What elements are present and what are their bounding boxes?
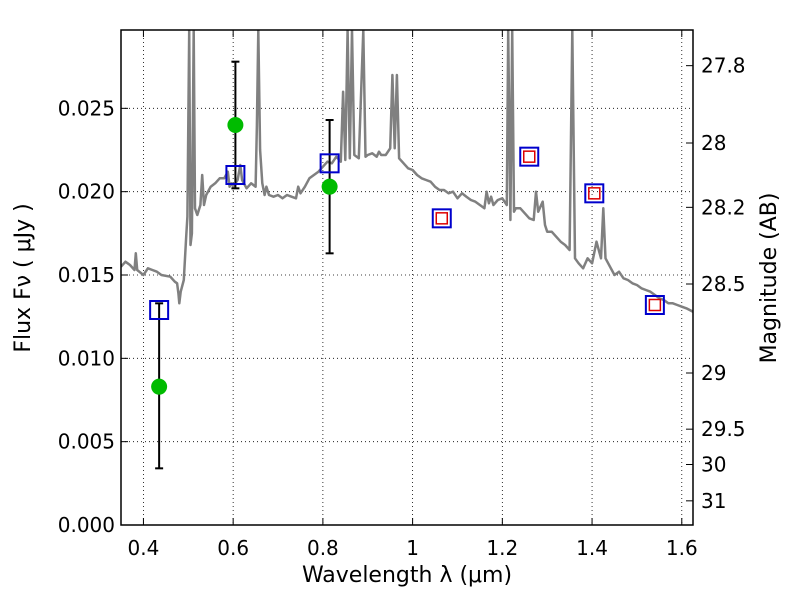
y-tick-label: 0.010 <box>58 346 115 370</box>
model-square-blue <box>431 208 452 229</box>
mag-tick-label: 28.2 <box>701 195 746 219</box>
y-tick-label: 0.020 <box>58 180 115 204</box>
x-tick-label: 1.4 <box>576 536 608 560</box>
y-tick-label: 0.005 <box>58 430 115 454</box>
x-tick-label: 0.8 <box>307 536 339 560</box>
y-axis-label: Flux Fν ( μJy ) <box>11 203 36 352</box>
model-square-red <box>435 212 449 225</box>
x-tick-label: 0.6 <box>217 536 249 560</box>
spectrum-line <box>121 30 693 313</box>
observed-flux-point <box>227 117 244 133</box>
model-square-blue <box>149 300 170 320</box>
y-tick-label: 0.025 <box>58 96 115 120</box>
observed-flux-point <box>321 178 338 195</box>
mag-tick-label: 27.8 <box>701 54 746 78</box>
plot-frame <box>120 29 694 526</box>
x-tick-label: 1.2 <box>486 536 518 560</box>
plot-background <box>121 30 693 525</box>
mag-tick-label: 30 <box>701 453 726 477</box>
model-square-blue <box>644 295 665 315</box>
mag-tick-label: 28 <box>701 131 726 155</box>
x-axis-label: Wavelength λ (μm) <box>302 563 512 588</box>
model-square-red <box>523 150 536 163</box>
x-tick-label: 0.4 <box>128 536 160 560</box>
x-tick-label: 1.6 <box>666 536 698 560</box>
model-square-blue <box>319 153 340 174</box>
mag-tick-label: 29 <box>701 361 726 385</box>
y-tick-label: 0.015 <box>58 263 115 287</box>
y-tick-label: 0.000 <box>58 513 115 537</box>
model-square-blue <box>584 183 605 204</box>
axis-ticks: 0.4 0.6 0.8 1 1.2 1.4 1.6 0.000 0.005 0.010 0.015 0… <box>58 30 746 560</box>
mag-tick-label: 29.5 <box>701 417 746 441</box>
model-square-red <box>588 187 601 200</box>
mag-tick-label: 28.5 <box>701 272 746 296</box>
y2-axis-label: Magnitude (AB) <box>757 193 782 364</box>
spectrum-layer <box>121 30 693 313</box>
observed-flux-point <box>151 378 168 395</box>
model-square-blue <box>225 165 246 185</box>
model-square-red <box>648 298 662 312</box>
x-tick-label: 1 <box>406 536 419 560</box>
model-square-blue <box>519 146 540 167</box>
mag-tick-label: 31 <box>701 489 726 513</box>
marks-layer <box>149 60 665 470</box>
